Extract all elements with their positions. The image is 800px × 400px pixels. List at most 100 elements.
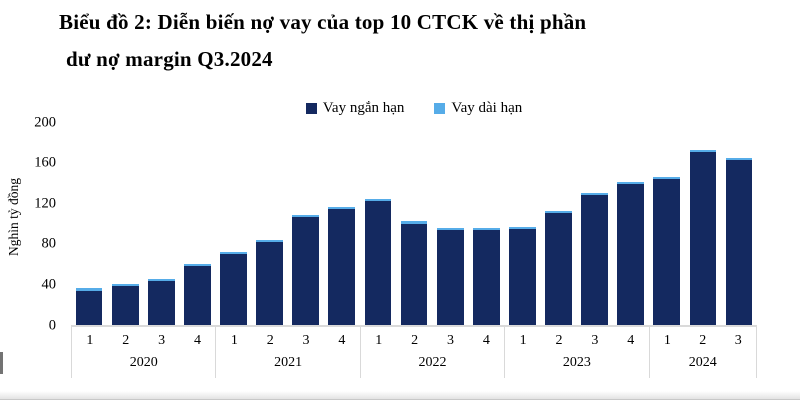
quarter-row-2020: 1 2 3 4	[72, 327, 215, 355]
year-label-2024: 2024	[688, 355, 717, 370]
quarter-label-2021-q3: 3	[302, 333, 310, 348]
segment-short-term	[292, 217, 320, 325]
quarter-label-2021-q4: 4	[338, 333, 346, 348]
segment-long-term	[147, 279, 175, 282]
segment-short-term	[617, 183, 645, 325]
segment-short-term	[436, 229, 464, 325]
bar-2021-q2	[256, 122, 283, 325]
quarter-label-2020-q2: 2	[122, 333, 130, 348]
bar-2020-q3	[147, 122, 175, 325]
bar-2020-q1	[75, 122, 103, 325]
bar-slot-2021-q4	[324, 122, 360, 325]
quarter-label-2024-q1: 1	[663, 333, 671, 348]
bar-slot-2024-q3	[721, 122, 757, 325]
chart-title-line-2: dư nợ margin Q3.2024	[66, 47, 273, 71]
quarter-row-2023: 1 2 3 4	[505, 327, 648, 355]
year-label-2021: 2021	[274, 355, 303, 370]
y-tick-200: 200	[34, 113, 56, 130]
bar-slot-2020-q1	[71, 122, 107, 325]
bar-slot-2024-q2	[685, 122, 721, 325]
quarter-label-2022-q2: 2	[411, 333, 419, 348]
y-axis-ticks: 0 40 80 120 160 200	[0, 115, 57, 332]
bar-2022-q3	[436, 122, 464, 325]
y-tick-120: 120	[34, 194, 56, 211]
y-tick-0: 0	[48, 316, 56, 333]
bar-2021-q1	[220, 122, 247, 325]
bar-2024-q2	[689, 122, 717, 325]
bar-2023-q4	[617, 122, 645, 325]
bar-slot-2023-q3	[577, 122, 613, 325]
quarter-label-2021-q2: 2	[266, 333, 274, 348]
quarter-label-2024-q3: 3	[734, 333, 742, 348]
segment-short-term	[472, 229, 500, 325]
y-tick-160: 160	[34, 154, 56, 171]
segment-long-term	[545, 211, 572, 214]
quarter-row-2021: 1 2 3 4	[216, 327, 359, 355]
segment-short-term	[364, 201, 392, 325]
segment-long-term	[581, 193, 608, 196]
segment-short-term	[545, 213, 572, 325]
plot-area	[71, 122, 757, 327]
bar-2022-q4	[472, 122, 500, 325]
bar-2022-q2	[400, 122, 428, 325]
x-axis-table: 1 2 3 4 2020 1 2 3 4 2021 1 2 3 4 2022 1 2 3 4 2023 1 2 3 2024	[71, 327, 757, 378]
segment-long-term	[220, 251, 247, 254]
segment-long-term	[184, 264, 211, 267]
y-tick-80: 80	[41, 235, 57, 252]
bar-slot-2023-q1	[504, 122, 540, 325]
bar-slot-2022-q2	[396, 122, 432, 325]
bar-slot-2023-q4	[613, 122, 649, 325]
segment-short-term	[509, 228, 536, 325]
legend: Vay ngắn hạn Vay dài hạn	[71, 97, 757, 119]
bar-2024-q1	[653, 122, 681, 325]
segment-short-term	[725, 159, 753, 325]
segment-long-term	[436, 227, 464, 230]
bar-2020-q2	[111, 122, 139, 325]
segment-short-term	[400, 223, 428, 325]
bar-slot-2022-q4	[468, 122, 504, 325]
bar-2023-q3	[581, 122, 608, 325]
bar-slot-2020-q2	[107, 122, 143, 325]
bar-slot-2022-q1	[360, 122, 396, 325]
quarter-label-2023-q1: 1	[519, 333, 527, 348]
segment-long-term	[509, 226, 536, 229]
segment-short-term	[75, 290, 103, 325]
year-group-2021: 1 2 3 4 2021	[215, 327, 359, 378]
year-group-2023: 1 2 3 4 2023	[504, 327, 648, 378]
segment-short-term	[147, 281, 175, 325]
year-label-2022: 2022	[418, 355, 447, 370]
legend-swatch-short-term-icon	[305, 102, 317, 114]
segment-long-term	[292, 215, 320, 218]
segment-long-term	[617, 181, 645, 184]
quarter-label-2023-q4: 4	[627, 333, 635, 348]
segment-long-term	[111, 284, 139, 287]
quarter-label-2020-q4: 4	[194, 333, 201, 348]
quarter-label-2024-q2: 2	[699, 333, 707, 348]
year-group-2022: 1 2 3 4 2022	[359, 327, 504, 378]
bar-slot-2024-q1	[649, 122, 685, 325]
segment-long-term	[725, 157, 753, 160]
chart-title-line-1: Biểu đồ 2: Diễn biến nợ vay của top 10 C…	[59, 10, 587, 34]
quarter-label-2022-q4: 4	[482, 333, 490, 348]
year-group-2020: 1 2 3 4 2020	[71, 327, 215, 378]
bar-slot-2021-q2	[252, 122, 288, 325]
bar-2023-q2	[545, 122, 572, 325]
quarter-label-2021-q1: 1	[230, 333, 238, 348]
segment-short-term	[184, 266, 211, 325]
segment-short-term	[111, 286, 139, 325]
segment-long-term	[328, 207, 356, 210]
bar-2020-q4	[184, 122, 211, 325]
segment-long-term	[256, 239, 283, 242]
quarter-row-2022: 1 2 3 4	[361, 327, 504, 355]
legend-label-short-term: Vay ngắn hạn	[322, 99, 405, 116]
segment-short-term	[328, 209, 356, 325]
segment-long-term	[472, 227, 500, 230]
quarter-label-2022-q1: 1	[375, 333, 383, 348]
segment-long-term	[653, 176, 681, 179]
year-label-2020: 2020	[129, 355, 158, 370]
bar-2021-q4	[328, 122, 356, 325]
quarter-label-2023-q3: 3	[591, 333, 599, 348]
year-label-2023: 2023	[562, 355, 591, 370]
segment-long-term	[689, 150, 717, 153]
